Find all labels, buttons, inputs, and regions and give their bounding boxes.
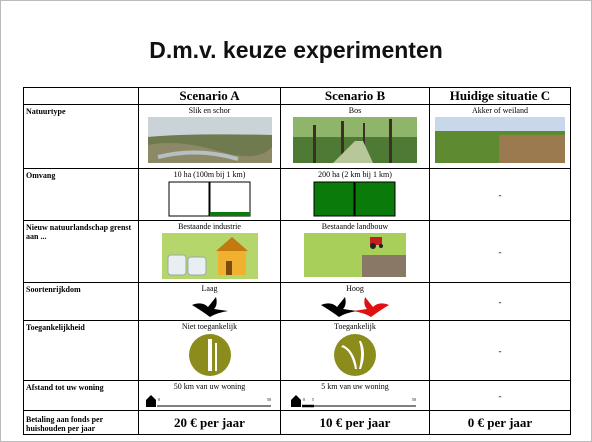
cell: - — [430, 321, 571, 381]
cell: Laag — [139, 283, 281, 321]
cell-text: 200 ha (2 km bij 1 km) — [281, 170, 429, 180]
scale-label: 50 — [267, 397, 271, 402]
cell: 10 € per jaar — [281, 411, 430, 435]
cell: Toegankelijk — [281, 321, 430, 381]
scale-label: 0 — [158, 397, 160, 402]
slide-title: D.m.v. keuze experimenten — [1, 37, 591, 64]
cell-text: 10 ha (100m bij 1 km) — [139, 170, 280, 180]
cell: 200 ha (2 km bij 1 km) — [281, 169, 430, 221]
forest-photo — [293, 117, 417, 163]
row: Nieuw natuurlandschap grenst aan ... Bes… — [24, 221, 571, 283]
cell: Hoog — [281, 283, 430, 321]
slide: D.m.v. keuze experimenten Scenario A Sce… — [0, 0, 592, 442]
size-diagram — [313, 181, 397, 217]
cell: 5 km van uw woning 0 5 50 — [281, 381, 430, 411]
cell: 50 km van uw woning 0 50 — [139, 381, 281, 411]
column-header: Scenario A — [139, 88, 281, 105]
cell-text: 5 km van uw woning — [281, 382, 429, 392]
header-row: Scenario A Scenario B Huidige situatie C — [24, 88, 571, 105]
cell: 20 € per jaar — [139, 411, 281, 435]
cell: - — [430, 381, 571, 411]
access-icon — [333, 333, 377, 377]
distance-scale: 0 50 — [145, 393, 275, 409]
corner-cell — [24, 88, 139, 105]
cell-text: Hoog — [281, 284, 429, 294]
size-diagram — [168, 181, 252, 217]
row-label: Nieuw natuurlandschap grenst aan ... — [24, 221, 139, 283]
cell: - — [430, 283, 571, 321]
industry-picture — [162, 233, 258, 279]
row: Natuurtype Slik en schor Bos Akker of we… — [24, 105, 571, 169]
column-header: Scenario B — [281, 88, 430, 105]
row-label: Betaling aan fonds per huishouden per ja… — [24, 411, 139, 435]
scale-label: 50 — [412, 397, 416, 402]
row-label: Omvang — [24, 169, 139, 221]
field-photo — [435, 117, 565, 163]
cell-text: 50 km van uw woning — [139, 382, 280, 392]
row: Afstand tot uw woning 50 km van uw wonin… — [24, 381, 571, 411]
cell-text: Bestaande landbouw — [281, 222, 429, 232]
row-label: Toegankelijkheid — [24, 321, 139, 381]
cell-text: Toegankelijk — [281, 322, 429, 332]
cell: Akker of weiland — [430, 105, 571, 169]
distance-scale: 0 5 50 — [290, 393, 420, 409]
scale-label: 5 — [312, 397, 314, 402]
row: Soortenrijkdom Laag Hoog - — [24, 283, 571, 321]
cell: - — [430, 169, 571, 221]
row: Omvang 10 ha (100m bij 1 km) 200 ha (2 k… — [24, 169, 571, 221]
row-label: Natuurtype — [24, 105, 139, 169]
row: Toegankelijkheid Niet toegankelijk Toega… — [24, 321, 571, 381]
access-icon — [188, 333, 232, 377]
marsh-photo — [148, 117, 272, 163]
cell-text: Laag — [139, 284, 280, 294]
cell: 0 € per jaar — [430, 411, 571, 435]
cell-text: Slik en schor — [139, 106, 280, 116]
bird-icon — [190, 295, 230, 319]
column-header: Huidige situatie C — [430, 88, 571, 105]
farmland-picture — [304, 233, 406, 277]
row-label: Soortenrijkdom — [24, 283, 139, 321]
cell: Bos — [281, 105, 430, 169]
cell-text: Niet toegankelijk — [139, 322, 280, 332]
scenario-table: Scenario A Scenario B Huidige situatie C… — [23, 87, 571, 435]
cell-text: Bos — [281, 106, 429, 116]
cell-text: Akker of weiland — [430, 106, 570, 116]
row-label: Afstand tot uw woning — [24, 381, 139, 411]
cell: Bestaande landbouw — [281, 221, 430, 283]
cell: 10 ha (100m bij 1 km) — [139, 169, 281, 221]
cell: Slik en schor — [139, 105, 281, 169]
row: Betaling aan fonds per huishouden per ja… — [24, 411, 571, 435]
cell: - — [430, 221, 571, 283]
scale-label: 0 — [303, 397, 305, 402]
cell-text: Bestaande industrie — [139, 222, 280, 232]
cell: Bestaande industrie — [139, 221, 281, 283]
birds-icon — [319, 295, 391, 319]
cell: Niet toegankelijk — [139, 321, 281, 381]
